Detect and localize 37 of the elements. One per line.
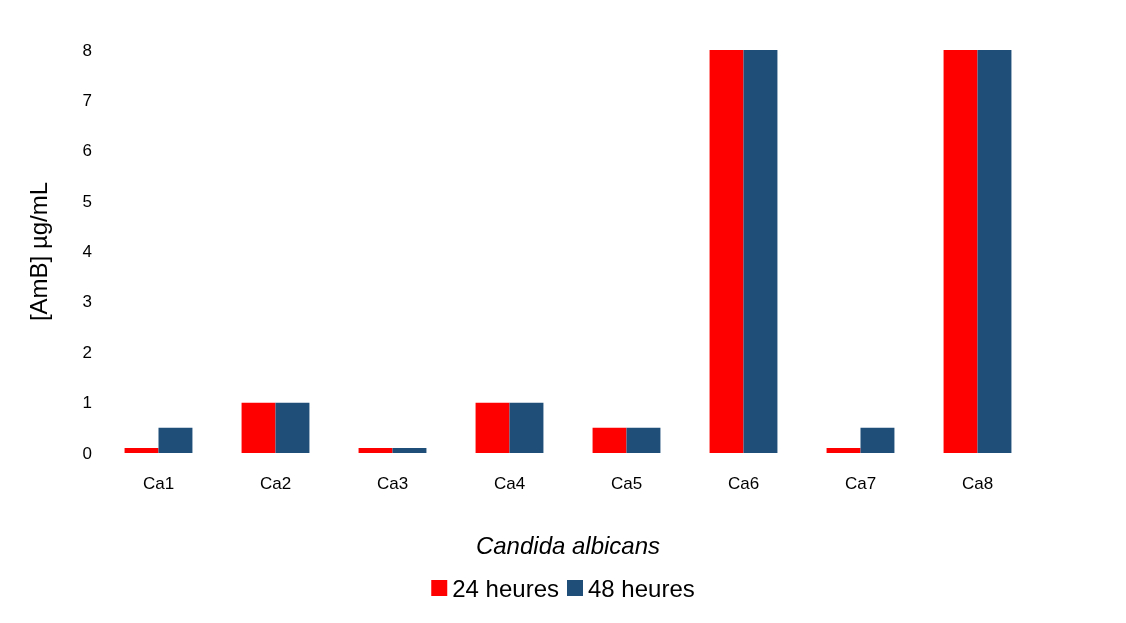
y-tick-label: 5 xyxy=(82,191,92,211)
bar xyxy=(509,402,544,453)
x-tick-label: Ca8 xyxy=(961,474,994,493)
bar xyxy=(626,427,661,453)
bar xyxy=(475,402,510,453)
y-tick-label: 7 xyxy=(82,90,92,110)
y-tick-label: 4 xyxy=(82,242,92,261)
y-tick-label: 6 xyxy=(82,141,92,161)
y-tick-label: 1 xyxy=(82,393,92,413)
bar xyxy=(592,427,627,453)
bar xyxy=(860,427,895,453)
bar xyxy=(743,50,778,453)
bar xyxy=(977,50,1012,453)
x-tick-label: Ca6 xyxy=(727,474,760,493)
x-tick-label: Ca4 xyxy=(493,474,526,493)
bar xyxy=(943,50,978,453)
bar xyxy=(158,427,193,453)
bar xyxy=(241,402,276,453)
y-tick-label: 3 xyxy=(82,292,92,312)
x-tick-label: Ca2 xyxy=(259,474,292,493)
bar xyxy=(124,447,159,453)
bar xyxy=(392,447,427,453)
x-tick-label: Ca7 xyxy=(844,474,877,493)
y-axis-title: [AmB] µg/mL xyxy=(24,181,52,322)
y-tick-label: 0 xyxy=(82,443,92,463)
legend-label: 24 heures xyxy=(452,574,559,602)
y-tick-label: 2 xyxy=(82,342,92,362)
bar xyxy=(826,447,861,453)
x-tick-label: Ca3 xyxy=(376,474,409,493)
bar xyxy=(358,447,393,453)
y-tick-label: 8 xyxy=(82,40,92,60)
legend-label: 48 heures xyxy=(588,574,695,602)
x-tick-label: Ca1 xyxy=(142,474,175,493)
bar xyxy=(709,50,744,453)
x-tick-label: Ca5 xyxy=(610,474,643,493)
bar xyxy=(275,402,310,453)
x-axis-title: Candida albicans xyxy=(475,531,661,559)
